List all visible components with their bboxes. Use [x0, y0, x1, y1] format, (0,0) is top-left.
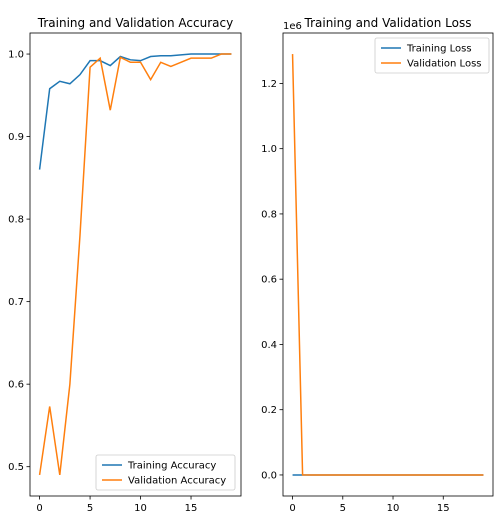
y-tick-label: 0.0 [261, 470, 277, 481]
legend-label: Training Loss [406, 44, 472, 55]
x-tick-label: 15 [437, 503, 450, 514]
x-tick-label: 15 [185, 503, 198, 514]
y-tick-label: 0.6 [8, 380, 24, 391]
y-tick-label: 0.6 [261, 275, 277, 286]
x-tick-label: 5 [340, 503, 346, 514]
axis-offset-label: 1e6 [283, 21, 302, 32]
legend-label: Training Accuracy [127, 461, 216, 472]
series-line-validation-loss [291, 54, 484, 476]
chart-title: Training and Validation Loss [304, 16, 472, 30]
axes-frame [29, 32, 242, 497]
x-tick-label: 0 [36, 503, 42, 514]
y-tick-label: 0.9 [8, 132, 24, 143]
x-tick-label: 10 [387, 503, 400, 514]
x-tick-label: 10 [134, 503, 147, 514]
y-tick-label: 0.2 [261, 405, 277, 416]
legend-box [95, 454, 236, 491]
y-tick-label: 0.8 [8, 215, 24, 226]
x-tick-label: 0 [289, 503, 295, 514]
legend-label: Validation Accuracy [128, 476, 226, 487]
y-tick-label: 0.5 [8, 462, 24, 473]
y-tick-label: 1.0 [8, 50, 24, 61]
y-tick-label: 1.0 [261, 144, 277, 155]
y-tick-label: 0.4 [261, 340, 277, 351]
chart-panel-1: Training and Validation Accuracy 0 5 10 15 0.… [8, 16, 242, 514]
x-tick-label: 5 [87, 503, 93, 514]
axes-frame [282, 32, 494, 497]
y-tick-label: 1.2 [261, 79, 277, 90]
series-line-validation-accuracy [38, 53, 232, 476]
legend: Training Accuracy Validation Accuracy [95, 454, 236, 491]
series-line-training-accuracy [38, 53, 232, 170]
legend-box [374, 37, 490, 74]
chart-title: Training and Validation Accuracy [37, 16, 233, 30]
legend-label: Validation Loss [407, 59, 482, 70]
y-tick-label: 0.8 [261, 209, 277, 220]
legend: Training Loss Validation Loss [374, 37, 490, 74]
y-tick-label: 0.7 [8, 297, 24, 308]
